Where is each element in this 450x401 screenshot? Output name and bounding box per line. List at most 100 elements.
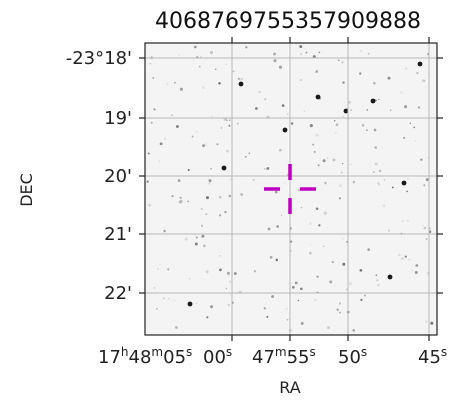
star (422, 79, 425, 82)
x-tick-label: 00s (203, 345, 232, 368)
star (149, 63, 152, 65)
star (216, 143, 219, 146)
star (317, 164, 320, 167)
star (398, 253, 401, 257)
star (309, 124, 313, 128)
x-tick-label: 45s (418, 345, 447, 368)
star (226, 119, 228, 121)
star (178, 54, 180, 57)
star (159, 263, 161, 266)
star (375, 274, 378, 277)
star (195, 302, 198, 305)
star (179, 87, 183, 91)
star (341, 238, 344, 240)
star (318, 51, 321, 54)
y-tick-label: 22' (104, 283, 132, 304)
star (268, 167, 270, 169)
star (264, 168, 266, 170)
star (342, 81, 345, 84)
star (178, 200, 182, 204)
star (224, 210, 227, 214)
bright-star (370, 98, 376, 104)
star (240, 77, 243, 81)
star (276, 225, 279, 228)
star (236, 122, 239, 125)
star (225, 149, 229, 153)
bright-star (417, 61, 423, 67)
star (281, 104, 285, 107)
star (366, 109, 369, 111)
star (403, 136, 406, 139)
star (413, 126, 416, 129)
star (171, 195, 174, 198)
star (315, 207, 319, 210)
grid (145, 43, 437, 335)
star (300, 52, 303, 56)
star (294, 281, 298, 285)
star (373, 82, 376, 85)
star (388, 229, 390, 232)
star (291, 285, 295, 289)
star (208, 179, 212, 183)
star (157, 268, 159, 270)
star (333, 120, 336, 122)
star (300, 79, 302, 81)
star (359, 269, 363, 272)
star (336, 308, 339, 311)
star (316, 275, 319, 278)
star (264, 98, 267, 101)
star (283, 182, 286, 184)
star (404, 105, 408, 109)
star (177, 179, 181, 182)
star (411, 269, 414, 272)
star (278, 65, 283, 69)
star (255, 107, 258, 110)
star (377, 283, 380, 287)
star (425, 320, 428, 323)
star (150, 121, 153, 124)
x-tick-label: 47m55s (252, 345, 316, 368)
star (318, 224, 321, 227)
star (200, 207, 204, 211)
star (311, 243, 313, 246)
star (198, 65, 201, 68)
star (228, 124, 231, 127)
star (147, 203, 152, 207)
chart-title: 4068769755357909888 (155, 9, 421, 34)
star (205, 196, 210, 200)
x-tick-label: 50s (338, 345, 367, 368)
star (338, 197, 342, 200)
y-tick-label: 20' (104, 166, 132, 187)
star (374, 162, 378, 166)
star (209, 51, 214, 55)
star (387, 76, 391, 80)
star (406, 190, 408, 193)
star (225, 287, 228, 290)
star (327, 326, 330, 330)
star (372, 170, 376, 174)
star (232, 70, 235, 73)
star (378, 183, 380, 186)
star (286, 113, 289, 115)
star (315, 133, 319, 137)
star (299, 45, 303, 49)
star (218, 82, 221, 85)
star (208, 182, 211, 185)
star (289, 240, 293, 243)
bright-star (315, 94, 321, 100)
bright-star (187, 301, 193, 307)
star (367, 248, 371, 251)
star (312, 143, 315, 146)
star (273, 59, 277, 63)
star (420, 158, 423, 161)
star (202, 144, 206, 148)
star (400, 91, 403, 94)
star (158, 160, 161, 163)
star (401, 257, 404, 260)
star (220, 127, 223, 129)
star (215, 68, 217, 70)
star (352, 180, 356, 184)
star (364, 294, 366, 297)
star (342, 262, 346, 266)
star (342, 115, 344, 118)
